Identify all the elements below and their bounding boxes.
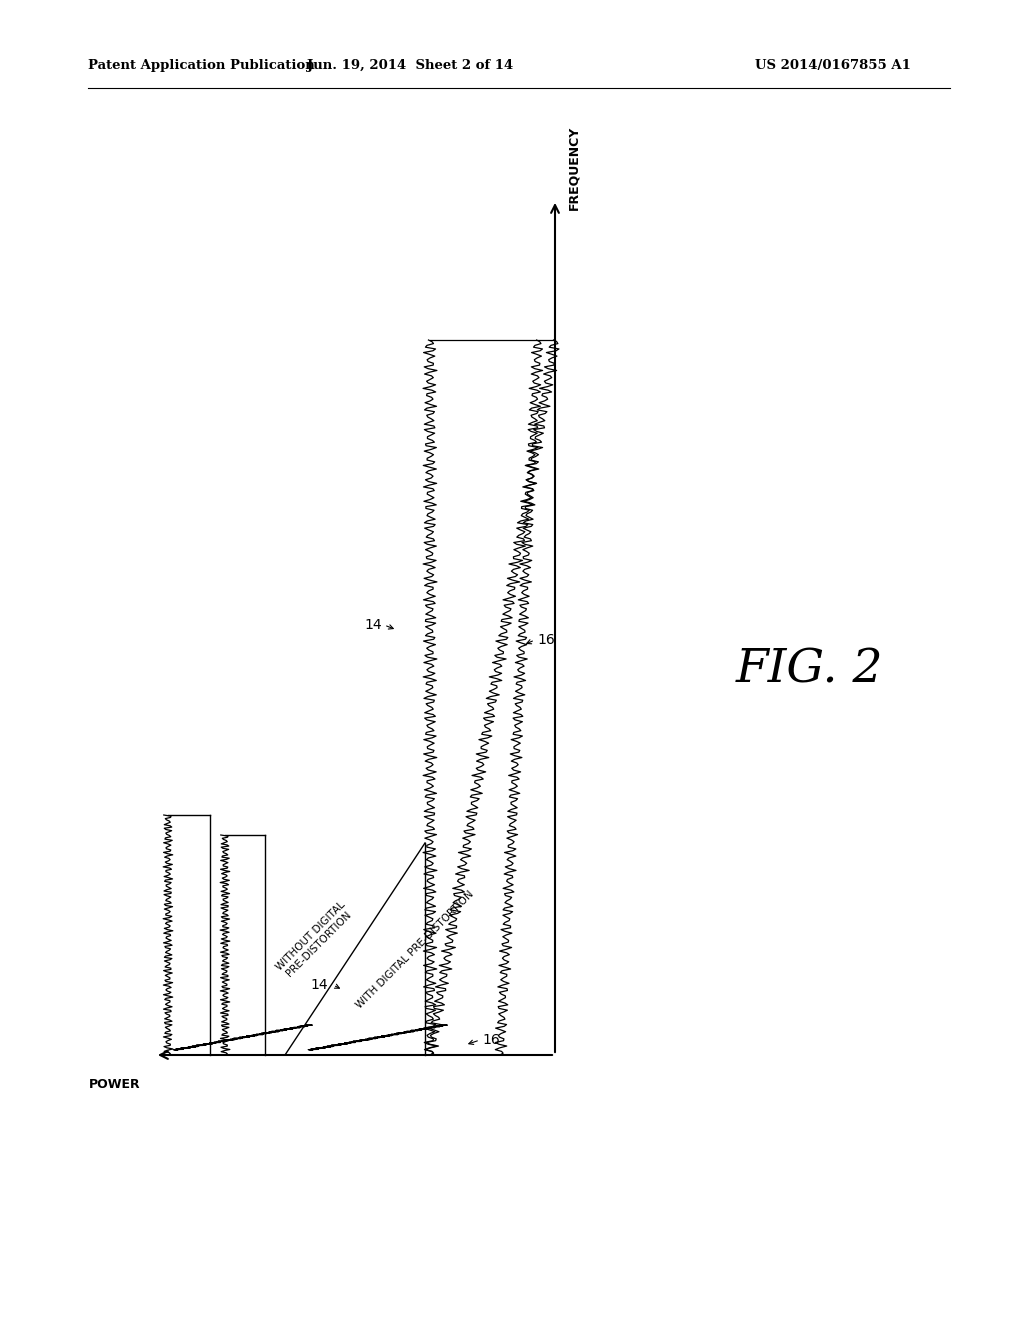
Text: Patent Application Publication: Patent Application Publication [88, 58, 314, 71]
Text: WITH DIGITAL PRE-DISTORTION: WITH DIGITAL PRE-DISTORTION [354, 890, 476, 1011]
Text: WITHOUT DIGITAL
PRE-DISTORTION: WITHOUT DIGITAL PRE-DISTORTION [274, 899, 355, 981]
Text: 14: 14 [310, 978, 328, 993]
Text: 16: 16 [537, 634, 555, 647]
Text: Jun. 19, 2014  Sheet 2 of 14: Jun. 19, 2014 Sheet 2 of 14 [307, 58, 513, 71]
Text: POWER: POWER [89, 1078, 141, 1092]
Text: FIG. 2: FIG. 2 [736, 647, 884, 693]
Text: US 2014/0167855 A1: US 2014/0167855 A1 [755, 58, 911, 71]
Text: 16: 16 [482, 1034, 500, 1047]
Text: FREQUENCY: FREQUENCY [567, 125, 580, 210]
Text: 14: 14 [365, 618, 382, 632]
